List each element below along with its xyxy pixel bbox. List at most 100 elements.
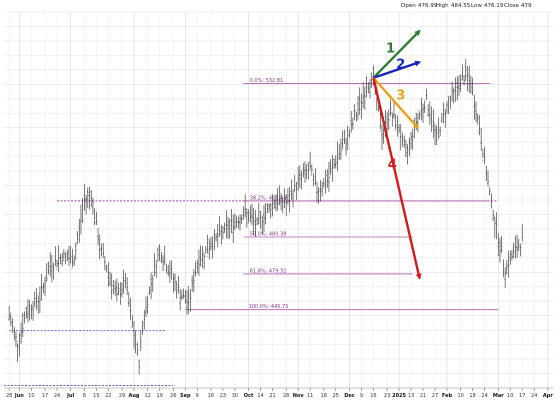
ohlc-bar <box>334 155 337 169</box>
ohlc-bar <box>141 320 144 335</box>
ohlc-bar <box>62 249 65 261</box>
ohlc-bar <box>45 263 48 282</box>
ohlc-bar <box>27 299 29 323</box>
ohlc-bar <box>387 109 390 130</box>
ohlc-bars <box>8 58 524 375</box>
ohlc-bar <box>167 264 170 277</box>
x-tick-label: 14 <box>257 393 263 399</box>
fib-label: 38.2%: 489.44 <box>250 195 287 201</box>
ohlc-bar <box>115 278 118 302</box>
ohlc-bar <box>310 164 313 177</box>
low-value: 476.19 <box>484 3 504 9</box>
low-label: Low <box>471 3 482 9</box>
ohlc-bar <box>211 236 214 259</box>
arrow-label-3: 3 <box>396 89 405 104</box>
ohlc-bar <box>302 163 305 178</box>
ohlc-bar <box>93 208 96 225</box>
ohlc-bar <box>64 251 67 265</box>
ohlc-bar <box>519 243 522 257</box>
arrow-1 <box>372 29 421 79</box>
ohlc-bar <box>121 282 123 297</box>
ohlc-bar <box>249 205 252 223</box>
ohlc-bar <box>290 179 293 200</box>
ohlc-bar <box>416 113 419 133</box>
x-tick-label: 10 <box>507 393 513 399</box>
ohlc-bar <box>32 300 34 321</box>
ohlc-bar <box>350 110 353 133</box>
ohlc-bar <box>425 88 428 100</box>
ohlc-bar <box>168 260 171 283</box>
ohlc-bar <box>228 218 231 239</box>
ohlc-bar <box>186 290 188 315</box>
ohlc-bar <box>328 161 330 192</box>
ohlc-bar <box>511 249 513 261</box>
arrow-4 <box>372 77 422 280</box>
ohlc-bar <box>333 158 335 169</box>
ohlc-bar <box>136 342 139 357</box>
ohlc-bar <box>300 170 303 190</box>
x-tick-label: 9 <box>196 393 199 399</box>
ohlc-bar <box>90 190 93 207</box>
ohlc-bar <box>86 187 89 208</box>
ohlc-bar <box>143 309 146 330</box>
ohlc-bar <box>463 74 465 86</box>
ohlc-bar <box>430 106 433 132</box>
x-tick-label: Aug <box>128 393 139 399</box>
ohlc-bar <box>466 66 469 92</box>
ohlc-bar <box>25 306 28 319</box>
x-tick-label: 15 <box>93 393 99 399</box>
ohlc-bar <box>439 126 442 137</box>
ohlc-bar <box>213 229 216 251</box>
x-tick-label: 11 <box>307 393 313 399</box>
ohlc-bar <box>464 58 467 81</box>
ohlc-bar <box>180 290 183 300</box>
ohlc-bar <box>470 75 472 94</box>
x-tick-label: 13 <box>408 393 414 399</box>
ohlc-bar <box>37 295 40 314</box>
x-tick-label: 27 <box>432 393 438 399</box>
ohlc-bar <box>410 132 412 150</box>
ohlc-bar <box>343 129 346 144</box>
ohlc-bar <box>458 75 460 97</box>
ohlc-bar <box>283 188 286 209</box>
ohlc-bar <box>411 128 414 150</box>
ohlc-bar <box>225 210 228 239</box>
ohlc-bar <box>40 273 43 301</box>
ohlc-bar <box>201 246 204 269</box>
ohlc-bar <box>454 77 457 102</box>
ohlc-bar <box>461 64 464 81</box>
ohlc-bar <box>309 151 312 171</box>
x-tick-label: Dec <box>344 393 355 399</box>
ohlc-bar <box>314 168 317 186</box>
ohlc-bar <box>476 113 479 125</box>
x-tick-label: 26 <box>170 393 176 399</box>
support-levels <box>4 200 497 386</box>
ohlc-bar <box>203 251 206 270</box>
ohlc-bar <box>240 214 243 225</box>
x-tick-label: Oct <box>244 393 254 399</box>
ohlc-bar <box>288 186 291 213</box>
ohlc-bar <box>428 101 431 125</box>
x-tick-label: 16 <box>370 393 376 399</box>
high-value: 484.55 <box>451 3 471 9</box>
ohlc-bar <box>76 231 79 245</box>
ohlc-bar <box>85 194 87 215</box>
x-tick-label: 10 <box>28 393 34 399</box>
x-tick-label: Nov <box>293 393 305 399</box>
ohlc-bar <box>54 246 57 267</box>
ohlc-bar <box>165 263 168 274</box>
ohlc-bar <box>174 273 176 291</box>
ohlc-bar <box>471 77 474 96</box>
arrow-label-4: 4 <box>388 158 397 173</box>
ohlc-bar <box>33 291 36 308</box>
ohlc-bar <box>151 271 154 293</box>
ohlc-bar <box>9 312 12 327</box>
ohlc-bar <box>304 161 306 183</box>
ohlc-bar <box>473 94 476 120</box>
ohlc-bar <box>427 104 430 117</box>
fibonacci-retracement: 0.0%: 532.81 38.2%: 489.44 50.0%: 480.38 61… <box>185 78 499 310</box>
ohlc-bar <box>340 138 342 160</box>
ohlc-bar <box>239 214 241 231</box>
ohlc-bar <box>502 259 505 278</box>
